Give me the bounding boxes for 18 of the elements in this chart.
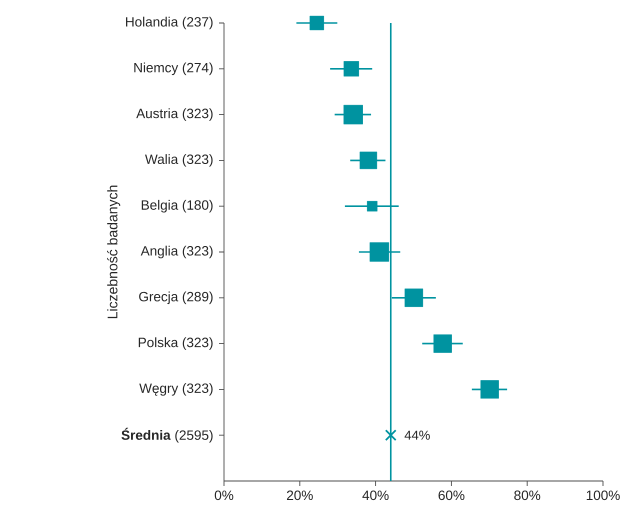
y-tick-label: Polska (323)	[138, 337, 213, 350]
y-tick-label: Austria (323)	[136, 108, 213, 121]
data-label: 44%	[404, 430, 430, 440]
y-tick-label: Średnia (2595)	[121, 428, 213, 443]
y-axis-title: Liczebność badanych	[107, 186, 120, 318]
y-tick-label: Walia (323)	[145, 154, 213, 167]
y-tick-label: Anglia (323)	[140, 246, 213, 258]
y-tick-label: Holandia (237)	[126, 16, 213, 30]
y-tick-label: Węgry (323)	[139, 383, 213, 396]
x-tick-label: 40%	[362, 490, 389, 500]
y-tick-label: Grecja (289)	[139, 292, 213, 304]
y-tick-label: Belgia (180)	[142, 200, 213, 212]
x-tick-label: 0%	[214, 490, 234, 500]
x-tick-label: 80%	[514, 490, 540, 500]
x-tick-label: 100%	[586, 490, 620, 500]
x-tick-label: 20%	[286, 490, 313, 500]
x-tick-label: 60%	[438, 490, 464, 500]
y-tick-label: Niemcy (274)	[134, 62, 213, 76]
